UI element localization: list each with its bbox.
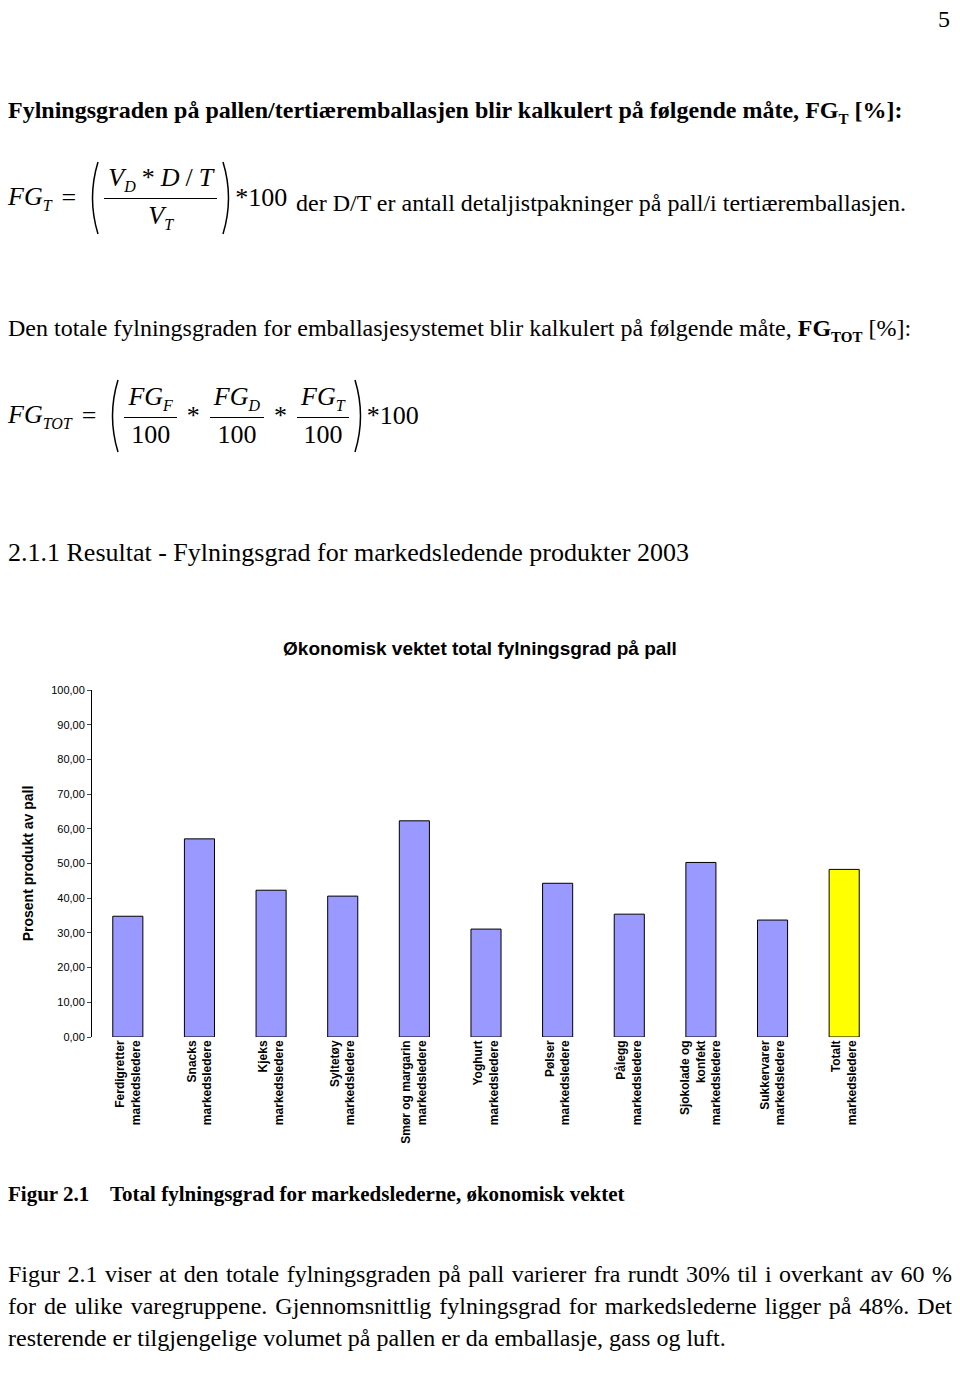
html-text:100: 100 bbox=[217, 420, 257, 449]
svg-text:Økonomisk vektet total fylning: Økonomisk vektet total fylningsgrad på p… bbox=[283, 638, 677, 659]
svg-text:Totaltmarkedsledere: Totaltmarkedsledere bbox=[829, 1040, 859, 1125]
html-text:*100: *100 bbox=[366, 401, 419, 430]
svg-text:Prosent produkt av pall: Prosent produkt av pall bbox=[20, 786, 36, 942]
svg-text:Påleggmarkedsledere: Påleggmarkedsledere bbox=[614, 1040, 644, 1125]
html-text:100: 100 bbox=[131, 420, 171, 449]
svg-text:Ferdigrettermarkedsledere: Ferdigrettermarkedsledere bbox=[113, 1040, 143, 1125]
svg-text:Sukkervarermarkedsledere: Sukkervarermarkedsledere bbox=[758, 1040, 788, 1125]
html-text:FGTOT =: FGTOT = bbox=[8, 399, 97, 432]
svg-text:Yoghurtmarkedsledere: Yoghurtmarkedsledere bbox=[471, 1040, 501, 1125]
svg-text:10,00: 10,00 bbox=[57, 996, 85, 1008]
html-text:FGD: FGD bbox=[213, 382, 261, 414]
svg-text:Sjokolade ogkonfektmarkedslede: Sjokolade ogkonfektmarkedsledere bbox=[678, 1040, 723, 1125]
svg-text:90,00: 90,00 bbox=[57, 719, 85, 731]
html-text:FGT: FGT bbox=[301, 382, 345, 414]
html-text:VT: VT bbox=[148, 200, 174, 233]
svg-text:40,00: 40,00 bbox=[57, 892, 85, 904]
svg-text:Smør og margarinmarkedsledere: Smør og margarinmarkedsledere bbox=[399, 1040, 429, 1144]
svg-text:30,00: 30,00 bbox=[57, 927, 85, 939]
html-text:Fylningsgraden på pallen/terti: Fylningsgraden på pallen/tertiæremballas… bbox=[8, 97, 903, 127]
svg-text:Kjeksmarkedsledere: Kjeksmarkedsledere bbox=[256, 1040, 286, 1125]
html-text:VD * D / T: VD * D / T bbox=[108, 162, 214, 195]
html-text:FGT =: FGT = bbox=[8, 181, 77, 214]
svg-text:70,00: 70,00 bbox=[57, 788, 85, 800]
html-text:Figur 2.1: Figur 2.1 bbox=[8, 1182, 90, 1206]
html-text:5: 5 bbox=[938, 6, 950, 32]
html-text:2.1.1 Resultat - Fylningsgrad: 2.1.1 Resultat - Fylningsgrad for marked… bbox=[8, 538, 689, 567]
svg-text:60,00: 60,00 bbox=[57, 823, 85, 835]
html-text:100: 100 bbox=[303, 420, 343, 449]
svg-text:Snacksmarkedsledere: Snacksmarkedsledere bbox=[185, 1040, 215, 1125]
svg-text:0,00: 0,00 bbox=[63, 1031, 84, 1043]
svg-text:Syltetøymarkedsledere: Syltetøymarkedsledere bbox=[328, 1040, 358, 1125]
html-text:Figur 2.1 viser at den totale: Figur 2.1 viser at den totale fylningsgr… bbox=[8, 1261, 952, 1351]
svg-text:100,00: 100,00 bbox=[51, 684, 85, 696]
html-text:FGF: FGF bbox=[128, 382, 173, 414]
svg-text:50,00: 50,00 bbox=[57, 857, 85, 869]
svg-text:Pølsermarkedsledere: Pølsermarkedsledere bbox=[543, 1040, 573, 1125]
svg-text:20,00: 20,00 bbox=[57, 961, 85, 973]
html-text:*100 der D/T er antall detalji: *100 der D/T er antall detaljistpakninge… bbox=[235, 183, 906, 216]
svg-text:80,00: 80,00 bbox=[57, 753, 85, 765]
html-text:Den totale fylningsgraden for: Den totale fylningsgraden for emballasje… bbox=[8, 315, 912, 345]
html-text:Total fylningsgrad for markeds: Total fylningsgrad for markedslederne, ø… bbox=[110, 1182, 625, 1206]
